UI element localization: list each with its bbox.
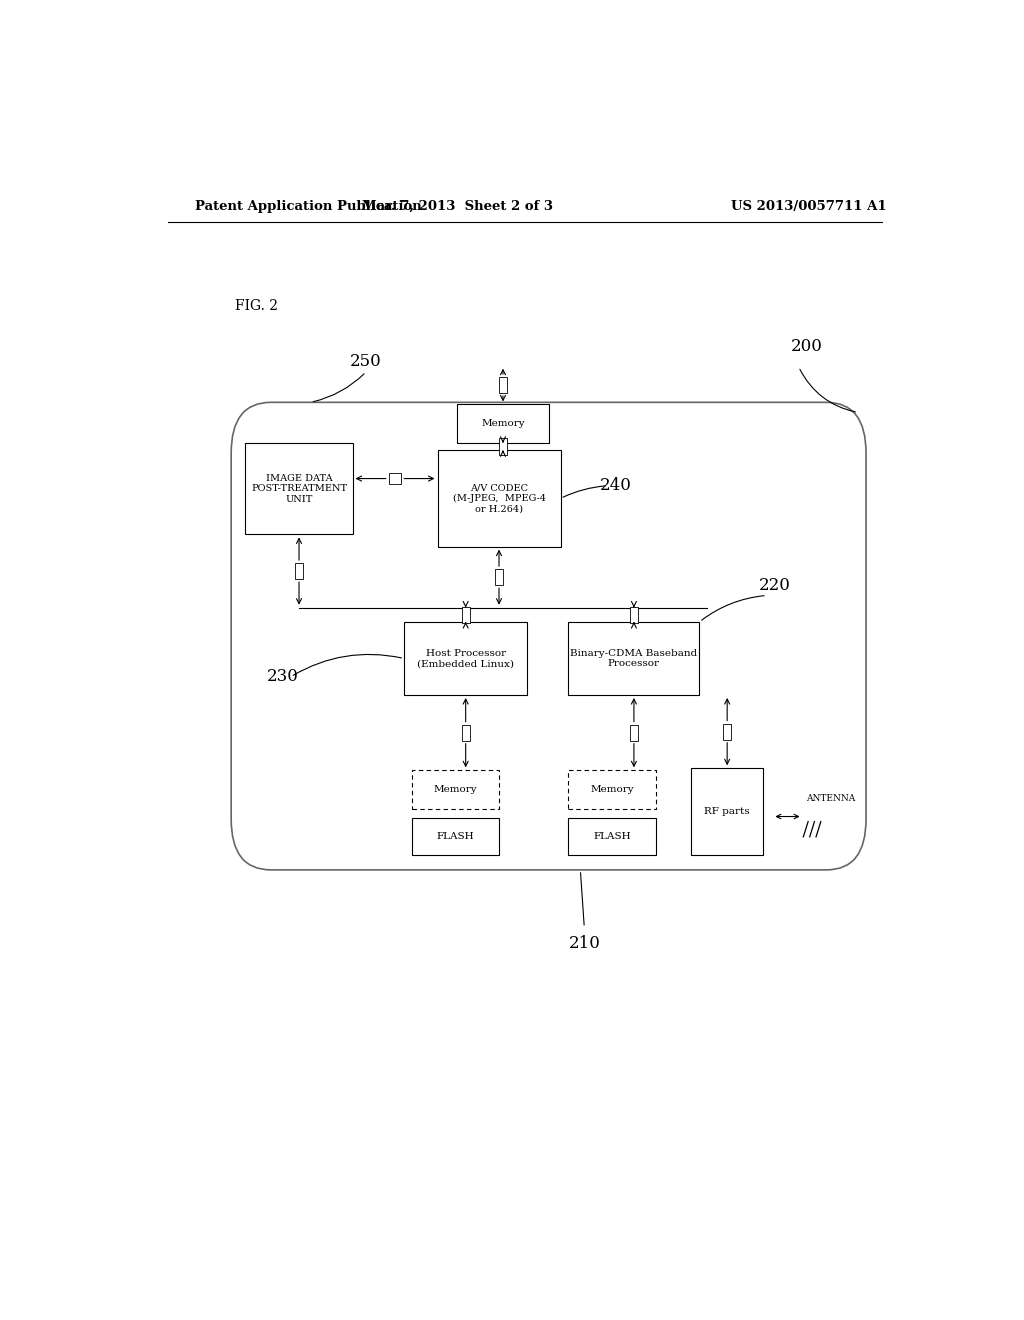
Text: ANTENNA: ANTENNA (806, 793, 855, 803)
Text: Memory: Memory (590, 785, 634, 795)
FancyBboxPatch shape (412, 771, 500, 809)
Text: FLASH: FLASH (437, 832, 474, 841)
Bar (630, 607, 638, 623)
Bar (499, 438, 507, 454)
Bar (389, 474, 401, 483)
FancyBboxPatch shape (691, 768, 763, 854)
Bar (295, 562, 303, 579)
Text: Binary-CDMA Baseband
Processor: Binary-CDMA Baseband Processor (570, 648, 697, 668)
Text: Mar. 7, 2013  Sheet 2 of 3: Mar. 7, 2013 Sheet 2 of 3 (361, 199, 553, 213)
Bar (462, 725, 470, 741)
Text: Patent Application Publication: Patent Application Publication (196, 199, 422, 213)
Text: 220: 220 (759, 577, 791, 594)
Text: US 2013/0057711 A1: US 2013/0057711 A1 (731, 199, 887, 213)
Bar (630, 725, 638, 741)
FancyBboxPatch shape (458, 404, 549, 444)
Text: Memory: Memory (434, 785, 477, 795)
Bar (495, 569, 503, 585)
FancyBboxPatch shape (568, 622, 699, 696)
Bar (462, 607, 470, 623)
Text: 230: 230 (267, 668, 299, 685)
FancyBboxPatch shape (404, 622, 527, 696)
Bar (723, 723, 731, 739)
FancyBboxPatch shape (246, 444, 352, 535)
Bar (499, 378, 507, 393)
Text: Host Processor
(Embedded Linux): Host Processor (Embedded Linux) (417, 648, 514, 668)
Text: Memory: Memory (481, 420, 524, 428)
Text: FIG. 2: FIG. 2 (236, 298, 279, 313)
FancyBboxPatch shape (231, 403, 866, 870)
Text: RF parts: RF parts (705, 807, 750, 816)
Text: 240: 240 (600, 478, 632, 494)
FancyBboxPatch shape (437, 450, 560, 546)
Text: FLASH: FLASH (593, 832, 631, 841)
Text: IMAGE DATA
POST-TREATMENT
UNIT: IMAGE DATA POST-TREATMENT UNIT (251, 474, 347, 504)
Text: A/V CODEC
(M-JPEG,  MPEG-4
or H.264): A/V CODEC (M-JPEG, MPEG-4 or H.264) (453, 483, 546, 513)
Text: 250: 250 (350, 354, 382, 370)
Text: 200: 200 (791, 338, 822, 355)
FancyBboxPatch shape (568, 771, 655, 809)
FancyBboxPatch shape (568, 818, 655, 854)
FancyBboxPatch shape (412, 818, 500, 854)
Text: 210: 210 (568, 935, 600, 952)
